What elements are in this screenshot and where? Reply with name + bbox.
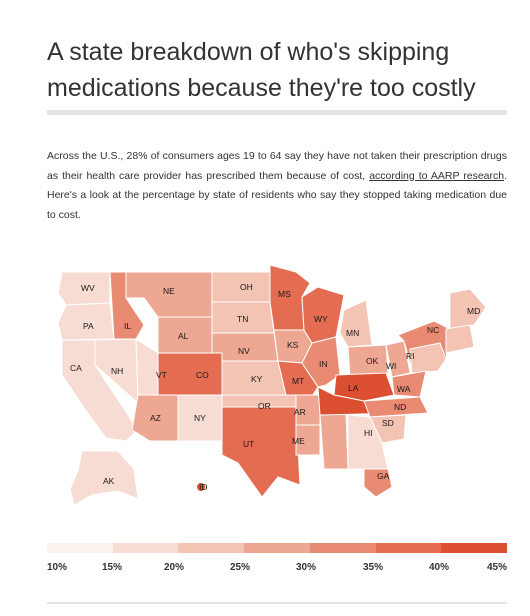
state-la[interactable] [333,372,395,402]
label-tn: TN [237,314,248,324]
legend-label: 40% [429,562,450,573]
label-me: ME [292,436,305,446]
legend-label: 35% [363,562,384,573]
legend-swatch [375,543,442,553]
label-wv: WV [81,283,95,293]
legend-swatch [309,543,376,553]
label-nd: ND [394,402,406,412]
label-ca: CA [70,363,82,373]
state-ri[interactable] [409,342,447,374]
label-ar: AR [294,407,306,417]
legend-swatch [47,543,113,553]
label-co: CO [196,370,209,380]
label-oh: OH [240,282,253,292]
state-in[interactable] [301,336,341,388]
state-ok[interactable] [347,344,389,378]
state-md[interactable] [449,288,487,330]
state-me[interactable] [295,424,321,456]
label-nh: NH [111,366,123,376]
label-ut: UT [243,439,254,449]
label-in: IN [319,359,328,369]
state-ak[interactable] [69,450,139,506]
state-nd[interactable] [363,396,429,418]
label-nv: NV [238,346,250,356]
label-il: IL [124,321,131,331]
label-ga: GA [377,471,390,481]
label-hi: HI [364,428,373,438]
color-scale-labels: 10% 15% 20% 25% 30% 35% 40% 45% [47,562,507,576]
label-wi: WI [386,361,396,371]
legend-label: 30% [296,562,317,573]
label-mt: MT [292,376,304,386]
label-md: MD [467,306,480,316]
legend-swatch [112,543,179,553]
label-ne: NE [163,286,175,296]
state-id[interactable] [197,483,205,491]
state-wi[interactable] [385,340,411,378]
aarp-research-link[interactable]: according to AARP research [369,169,505,182]
legend-label: 15% [102,562,123,573]
label-wy: WY [314,314,328,324]
legend-swatch [178,543,245,553]
intro-paragraph: Across the U.S., 28% of consumers ages 1… [47,147,507,225]
state-mn[interactable] [339,299,373,348]
state-ga[interactable] [363,468,393,498]
state-az[interactable] [131,394,179,442]
label-az: AZ [150,413,161,423]
page-title: A state breakdown of who's skipping medi… [47,38,476,102]
label-ms: MS [278,289,291,299]
legend-label: 20% [164,562,185,573]
legend-label: 45% [487,562,508,573]
label-id: ID [199,482,208,492]
legend-label: 25% [230,562,251,573]
legend-swatch [244,543,310,553]
state-vt[interactable] [135,338,159,396]
label-ri: RI [406,351,415,361]
state-co[interactable] [157,352,223,396]
label-ky: KY [251,374,263,384]
intro-text-end: . Here's a look at the percentage by sta… [47,169,508,221]
title-divider [47,110,507,115]
label-ny: NY [194,413,206,423]
label-ok: OK [366,356,379,366]
label-sd: SD [382,418,394,428]
us-state-map: WV NE OH MS PA IL TN WY AL MN NV KS NC M… [57,264,487,506]
label-pa: PA [83,321,94,331]
color-scale-legend [47,543,508,553]
bottom-divider [47,602,507,604]
intro-text-start: Across the U.S., 28% of consumers ages 1… [47,150,507,182]
legend-label: 10% [47,562,68,573]
legend-swatch [441,543,508,553]
state-ne2 [445,324,475,354]
label-vt: VT [156,370,167,380]
state-nv2 [319,412,349,470]
label-ks: KS [287,340,299,350]
label-ak: AK [103,476,115,486]
label-wa: WA [397,384,411,394]
label-mn: MN [346,328,359,338]
label-al: AL [178,331,189,341]
label-or: OR [258,401,271,411]
label-nc: NC [427,325,439,335]
label-la: LA [348,383,359,393]
state-ut[interactable] [221,406,301,498]
